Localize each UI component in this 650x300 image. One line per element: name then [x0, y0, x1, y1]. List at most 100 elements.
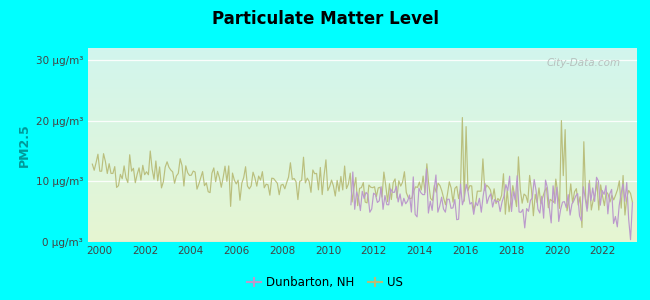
Bar [88, 128, 637, 129]
Bar [88, 105, 637, 106]
Bar [88, 231, 637, 232]
Bar [88, 204, 637, 206]
Bar [88, 49, 637, 51]
Bar [88, 92, 637, 93]
Bar [88, 220, 637, 221]
Bar [88, 183, 637, 185]
Bar [88, 227, 637, 229]
Bar [88, 165, 637, 167]
Legend: Dunbarton, NH, US: Dunbarton, NH, US [242, 272, 408, 294]
Bar [88, 202, 637, 203]
Bar [88, 177, 637, 178]
Bar [88, 180, 637, 181]
Bar [88, 97, 637, 98]
Bar [88, 88, 637, 89]
Bar [88, 132, 637, 133]
Bar [88, 195, 637, 196]
Text: City-Data.com: City-Data.com [547, 58, 621, 68]
Bar [88, 207, 637, 208]
Bar [88, 193, 637, 194]
Bar [88, 206, 637, 207]
Bar [88, 234, 637, 235]
Bar [88, 91, 637, 92]
Bar [88, 103, 637, 105]
Bar [88, 127, 637, 128]
Bar [88, 111, 637, 112]
Bar [88, 112, 637, 114]
Bar [88, 53, 637, 54]
Bar [88, 64, 637, 65]
Bar [88, 58, 637, 60]
Bar [88, 214, 637, 216]
Bar [88, 213, 637, 214]
Bar [88, 199, 637, 200]
Bar [88, 222, 637, 224]
Bar [88, 130, 637, 132]
Bar [88, 159, 637, 160]
Bar [88, 100, 637, 101]
Bar [88, 203, 637, 204]
Bar [88, 172, 637, 173]
Bar [88, 141, 637, 142]
Bar [88, 168, 637, 169]
Y-axis label: PM2.5: PM2.5 [18, 123, 31, 166]
Bar [88, 80, 637, 82]
Bar [88, 186, 637, 187]
Bar [88, 79, 637, 80]
Bar [88, 110, 637, 111]
Bar [88, 209, 637, 211]
Bar [88, 101, 637, 102]
Bar [88, 118, 637, 119]
Bar [88, 160, 637, 161]
Bar [88, 142, 637, 143]
Bar [88, 115, 637, 116]
Bar [88, 150, 637, 151]
Bar [88, 106, 637, 107]
Bar [88, 236, 637, 238]
Bar [88, 239, 637, 240]
Bar [88, 181, 637, 182]
Bar [88, 96, 637, 97]
Bar [88, 102, 637, 104]
Bar [88, 169, 637, 170]
Bar [88, 116, 637, 118]
Bar [88, 87, 637, 88]
Bar [88, 194, 637, 195]
Bar [88, 66, 637, 67]
Bar [88, 163, 637, 164]
Bar [88, 164, 637, 165]
Bar [88, 84, 637, 86]
Bar [88, 107, 637, 109]
Bar [88, 154, 637, 155]
Bar [88, 189, 637, 190]
Bar [88, 124, 637, 125]
Bar [88, 147, 637, 148]
Bar [88, 48, 637, 49]
Bar [88, 57, 637, 58]
Bar [88, 143, 637, 145]
Bar [88, 56, 637, 57]
Bar [88, 93, 637, 94]
Bar [88, 125, 637, 127]
Bar [88, 212, 637, 213]
Bar [88, 94, 637, 96]
Bar [88, 51, 637, 52]
Text: Particulate Matter Level: Particulate Matter Level [211, 11, 439, 28]
Bar [88, 167, 637, 168]
Bar [88, 76, 637, 78]
Bar [88, 190, 637, 191]
Bar [88, 138, 637, 140]
Bar [88, 196, 637, 198]
Bar [88, 198, 637, 199]
Bar [88, 224, 637, 225]
Bar [88, 148, 637, 150]
Bar [88, 52, 637, 53]
Bar [88, 83, 637, 84]
Bar [88, 187, 637, 189]
Bar [88, 191, 637, 193]
Bar [88, 176, 637, 177]
Bar [88, 182, 637, 183]
Bar [88, 230, 637, 231]
Bar [88, 158, 637, 159]
Bar [88, 161, 637, 163]
